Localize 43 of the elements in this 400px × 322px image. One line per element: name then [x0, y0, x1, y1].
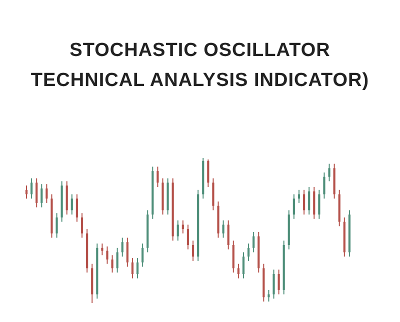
candlestick: [46, 184, 48, 204]
candlestick: [227, 220, 230, 250]
candlestick: [111, 254, 114, 274]
candlestick: [328, 163, 330, 182]
candlestick: [313, 186, 316, 220]
candlestick: [318, 189, 320, 220]
candlestick: [36, 178, 38, 208]
candlestick: [156, 166, 159, 188]
candlestick: [80, 212, 84, 238]
candlestick: [126, 237, 128, 268]
candlestick: [116, 247, 118, 274]
candlestick: [278, 269, 280, 295]
candlestick: [40, 184, 43, 208]
candlestick: [207, 158, 210, 188]
candlestick: [121, 237, 124, 258]
candlestick: [30, 178, 33, 200]
candlestick: [292, 194, 295, 220]
candlestick: [323, 172, 326, 200]
candlestick: [268, 289, 270, 302]
candlestick: [101, 243, 104, 256]
candlestick: [237, 263, 240, 279]
candlestick: [247, 243, 250, 262]
candlestick: [182, 220, 184, 234]
candlestick: [302, 189, 306, 216]
candlestick: [232, 240, 234, 274]
candlestick: [76, 194, 78, 222]
candlestick: [25, 185, 28, 200]
candlestick: [56, 212, 58, 238]
candlestick: [186, 224, 190, 250]
candlestick: [131, 258, 134, 279]
candlestick: [308, 186, 310, 216]
candlestick: [272, 269, 275, 300]
chart-title: STOCHASTIC OSCILLATOR TECHNICAL ANALYSIS INDICATOR): [30, 39, 370, 93]
candlestick: [70, 194, 73, 216]
candlestick: [192, 240, 194, 262]
candlestick: [212, 178, 214, 211]
candlestick: [222, 220, 224, 238]
candlestick: [106, 246, 108, 264]
candlestick: [252, 231, 255, 253]
candlestick: [242, 252, 245, 279]
candlestick: [142, 243, 144, 268]
candlestick: [176, 220, 179, 242]
candlestick: [136, 258, 139, 279]
